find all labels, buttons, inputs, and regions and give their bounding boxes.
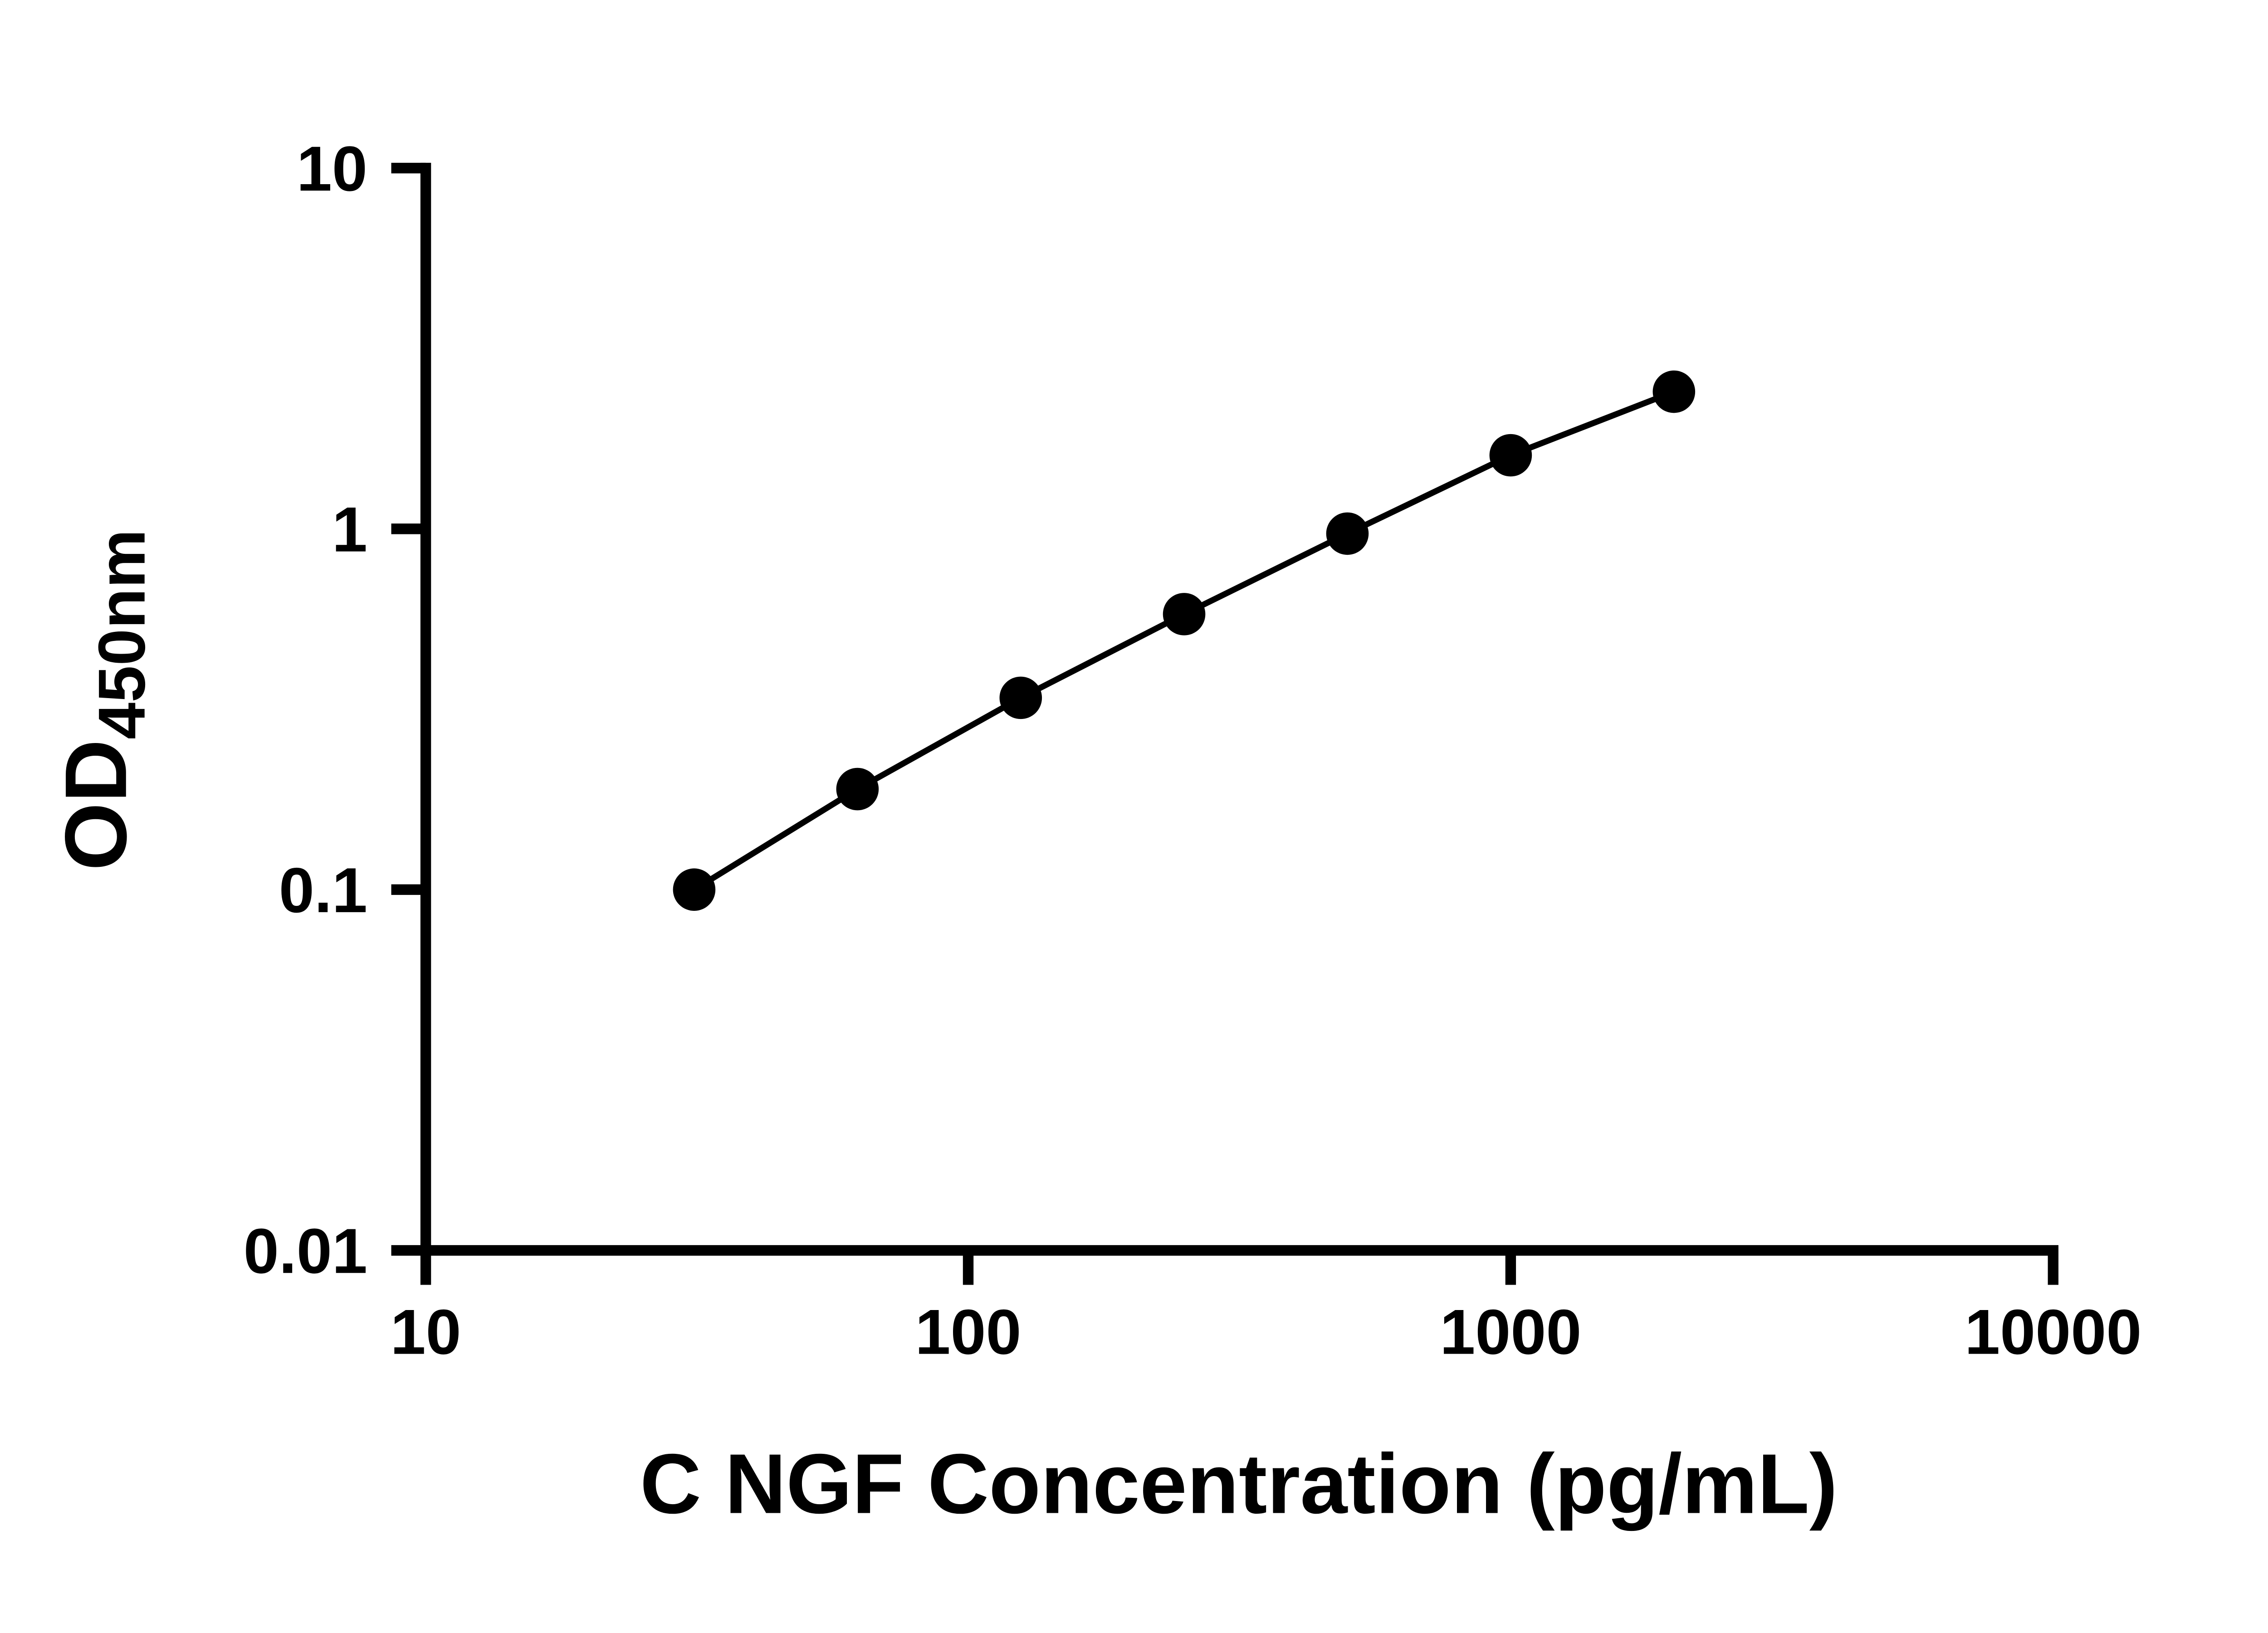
y-tick-label: 0.01 [244, 1215, 367, 1286]
x-tick-label: 1000 [1440, 1296, 1581, 1367]
x-tick-label: 100 [915, 1296, 1021, 1367]
plot-area: 10 100 1000 10000 10 1 0.1 0.01 [244, 133, 2142, 1367]
data-point [673, 868, 716, 911]
data-point [1326, 512, 1369, 555]
data-point [1163, 592, 1206, 636]
data-point [836, 768, 879, 810]
data-point [1489, 434, 1532, 476]
x-tick-label: 10 [391, 1296, 461, 1367]
chart-svg: 10 100 1000 10000 10 1 0.1 0.01 OD450nm C NGF C… [47, 133, 2142, 1531]
x-tick-label: 10000 [1965, 1296, 2141, 1367]
data-point [1652, 370, 1696, 413]
y-axis-title: OD450nm [47, 529, 159, 870]
y-axis-title-main: OD [47, 739, 145, 870]
x-axis-title: C NGF Concentration (pg/mL) [640, 1436, 1838, 1531]
standard-curve-figure: 10 100 1000 10000 10 1 0.1 0.01 OD450nm C NGF C… [0, 21, 2268, 1613]
y-tick-label: 10 [297, 133, 367, 204]
y-tick-label: 1 [332, 494, 367, 565]
y-tick-label: 0.1 [279, 855, 367, 926]
y-axis-title-sub: 450nm [85, 529, 159, 739]
data-point [999, 676, 1042, 719]
